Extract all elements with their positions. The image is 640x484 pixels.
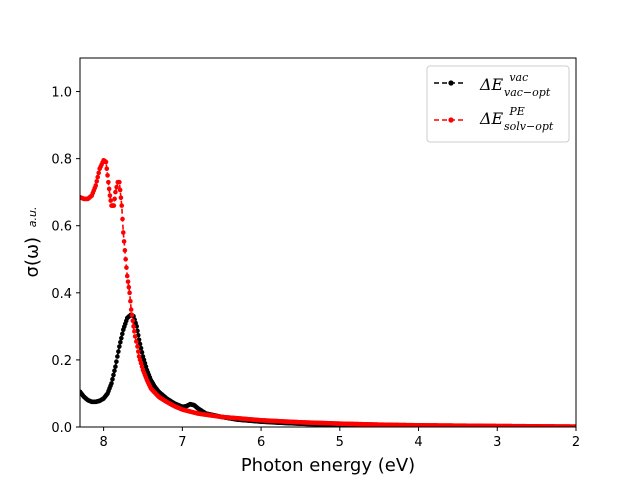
data-point-solv	[107, 193, 113, 198]
y-tick-label: 0.2	[51, 354, 72, 369]
y-tick-label: 0.0	[51, 421, 72, 436]
legend-vac-sup: vac	[509, 71, 528, 84]
data-point-solv	[96, 170, 101, 176]
data-point-solv	[93, 183, 99, 188]
data-point-solv	[573, 424, 576, 427]
legend-label-solv: ΔE PE solv−opt	[479, 100, 554, 133]
data-point-solv	[126, 284, 132, 290]
data-point-solv	[132, 334, 138, 339]
data-point-solv	[133, 339, 139, 344]
x-tick-label: 4	[414, 435, 422, 450]
y-axis-label-subscript: a.u.	[26, 207, 39, 228]
data-point-solv	[127, 290, 132, 296]
data-point-vac	[114, 359, 119, 364]
data-point-solv	[124, 265, 129, 270]
series-solv	[80, 158, 576, 427]
data-point-solv	[112, 196, 117, 202]
data-point-solv	[123, 256, 128, 262]
data-point-solv	[108, 198, 113, 203]
x-tick-label: 5	[336, 435, 344, 450]
data-point-solv	[111, 203, 117, 208]
y-tick-label: 0.4	[51, 287, 72, 302]
data-point-solv	[122, 248, 128, 253]
data-point-vac	[116, 349, 121, 354]
legend-vac-main: ΔE	[479, 75, 504, 94]
data-point-solv	[129, 312, 135, 318]
data-point-solv	[121, 239, 127, 244]
data-point-vac	[113, 364, 118, 369]
data-point-vac	[139, 350, 145, 355]
x-tick-label: 7	[178, 435, 186, 450]
data-point-solv	[120, 216, 125, 222]
ticks-layer: 8 7 6 5 4 3 2 0.0 0.2 0.4 0.6 0.8 1.0	[51, 86, 580, 450]
data-point-solv	[95, 174, 101, 180]
legend: ΔE vac vac−opt ΔE PE solv−opt	[426, 65, 570, 143]
data-point-solv	[135, 349, 141, 354]
data-point-solv	[106, 179, 111, 185]
series-vac	[80, 312, 576, 427]
data-point-vac	[119, 335, 124, 341]
data-point-solv	[117, 187, 123, 193]
data-point-solv	[113, 189, 118, 195]
legend-marker-solv	[448, 117, 454, 123]
data-point-vac	[118, 340, 123, 345]
legend-label-vac: ΔE vac vac−opt	[479, 66, 551, 99]
data-point-solv	[124, 273, 130, 279]
data-point-vac	[138, 345, 144, 351]
x-tick-label: 2	[572, 435, 580, 450]
data-point-vac	[110, 376, 115, 382]
legend-vac-sub: vac−opt	[504, 86, 551, 99]
y-axis-label-group: σ(ω) a.u.	[22, 207, 43, 278]
data-point-vac	[112, 368, 117, 374]
data-point-solv	[135, 344, 140, 349]
y-axis-label: σ(ω) a.u.	[22, 207, 43, 278]
data-point-solv	[132, 329, 137, 334]
y-tick-label: 1.0	[51, 86, 72, 101]
plot-frame	[79, 57, 577, 428]
data-point-vac	[134, 324, 139, 329]
x-tick-label: 8	[99, 435, 107, 450]
y-tick-label: 0.6	[51, 220, 72, 235]
data-point-solv	[128, 307, 134, 312]
legend-solv-main: ΔE	[479, 109, 504, 128]
legend-solv-sup: PE	[508, 105, 524, 118]
data-point-solv	[117, 179, 122, 185]
data-point-solv	[128, 298, 133, 304]
data-point-vac	[115, 354, 120, 359]
data-point-vac	[117, 344, 122, 349]
data-point-solv	[121, 230, 126, 235]
series-line-vac	[80, 313, 576, 427]
data-point-solv	[114, 184, 119, 190]
data-point-vac	[109, 381, 114, 386]
data-point-solv	[131, 324, 136, 329]
data-point-solv	[118, 195, 124, 201]
y-tick-label: 0.8	[51, 153, 72, 168]
legend-solv-sub: solv−opt	[504, 120, 554, 133]
data-point-solv	[119, 203, 125, 208]
data-point-solv	[130, 318, 136, 324]
x-tick-label: 6	[257, 435, 265, 450]
series-layer	[80, 158, 576, 427]
data-point-vac	[120, 331, 125, 337]
data-point-solv	[104, 166, 110, 171]
data-point-solv	[103, 159, 109, 165]
data-point-solv	[94, 178, 100, 184]
y-axis-label-main: σ(ω)	[22, 237, 43, 278]
x-tick-label: 3	[493, 435, 501, 450]
x-axis-label: Photon energy (eV)	[241, 455, 415, 476]
data-point-vac	[111, 372, 116, 378]
data-point-solv	[125, 279, 131, 284]
data-point-solv	[106, 186, 112, 192]
data-point-solv	[105, 173, 110, 178]
legend-box	[426, 65, 570, 143]
legend-marker-vac	[448, 80, 454, 86]
